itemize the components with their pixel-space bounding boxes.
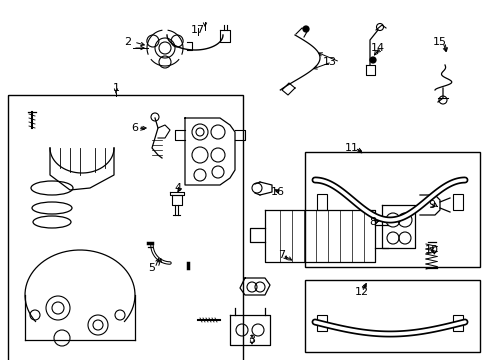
- Circle shape: [303, 26, 308, 32]
- Text: 10: 10: [424, 245, 438, 255]
- Circle shape: [369, 57, 375, 63]
- Bar: [452, 194, 462, 210]
- Text: 17: 17: [190, 25, 204, 35]
- Text: 15: 15: [432, 37, 446, 47]
- Text: 5: 5: [148, 263, 155, 273]
- Text: 8: 8: [368, 217, 376, 227]
- Bar: [305, 152, 479, 267]
- Text: 14: 14: [370, 43, 384, 53]
- Text: 9: 9: [427, 200, 435, 210]
- Text: 11: 11: [345, 143, 358, 153]
- Text: 1: 1: [112, 83, 119, 93]
- Bar: [305, 280, 479, 352]
- Text: 12: 12: [354, 287, 368, 297]
- Text: 4: 4: [174, 183, 181, 193]
- Text: 2: 2: [124, 37, 131, 47]
- Bar: [8, 95, 243, 360]
- Bar: [316, 194, 326, 210]
- Text: 13: 13: [323, 57, 336, 67]
- Text: 6: 6: [131, 123, 138, 133]
- Text: 3: 3: [248, 335, 255, 345]
- Bar: [452, 315, 462, 331]
- Text: 16: 16: [270, 187, 285, 197]
- Bar: [316, 315, 326, 331]
- Text: 7: 7: [278, 250, 285, 260]
